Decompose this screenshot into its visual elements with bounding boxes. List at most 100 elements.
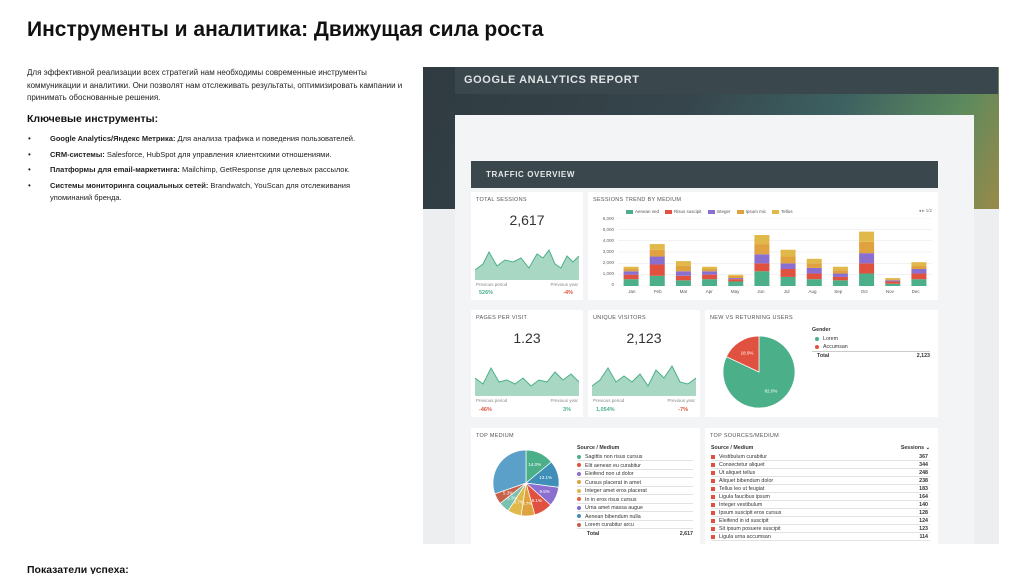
row-label: Eleifend non ut dolor: [585, 471, 634, 477]
table-row: Integer amet eros placerat: [577, 488, 693, 495]
total-value: 2,123: [916, 353, 930, 359]
bar-segment: [859, 241, 875, 254]
bar-segment: [885, 279, 901, 281]
bar-segment: [728, 278, 744, 280]
bar-segment: [885, 278, 901, 280]
prev-year-value: 3%: [563, 407, 571, 413]
pages-per-visit-card: PAGES PER VISIT 1.23 Previous period Pre…: [471, 310, 583, 417]
prev-period-label: Previous period: [593, 398, 625, 403]
bar-segment: [702, 279, 718, 286]
y-tick: 6,000: [602, 216, 614, 221]
row-color-marker: [711, 478, 715, 483]
table-row: Integer vestibulum 140: [711, 502, 930, 509]
row-label: Lorem curabitur arcu: [585, 522, 634, 528]
table-row: Eleifend in id suscipit 124: [711, 518, 930, 525]
row-color-marker: [711, 502, 715, 507]
report-header: GOOGLE ANALYTICS REPORT: [455, 67, 998, 94]
bar-segment: [728, 274, 744, 276]
tools-list: Google Analytics/Яндекс Метрика: Для ана…: [27, 133, 387, 207]
table-row: Lorem curabitur arcu: [577, 522, 693, 529]
sessions-sort-header[interactable]: Sessions ⌄: [900, 445, 930, 451]
row-color-dot: [577, 454, 581, 459]
bar-segment: [911, 269, 927, 274]
bar-segment: [649, 244, 665, 250]
pages-sparkline: [475, 366, 579, 396]
card-title: PAGES PER VISIT: [476, 315, 528, 321]
prev-year-value: -4%: [563, 290, 573, 296]
row-label: Consectetur aliquet: [719, 462, 765, 468]
table-row: Aliquet bibendum dolor 238: [711, 478, 930, 485]
bar-segment: [832, 280, 848, 286]
bar-segment: [623, 271, 639, 275]
legend-item: Accumsan: [815, 344, 848, 350]
intro-paragraph: Для эффективной реализации всех стратеги…: [27, 68, 403, 102]
bar-segment: [885, 280, 901, 282]
row-color-marker: [711, 494, 715, 499]
bar-segment: [675, 261, 691, 266]
bar-segment: [832, 273, 848, 277]
row-color-dot: [577, 497, 581, 502]
row-color-marker: [711, 510, 715, 515]
bar-segment: [780, 269, 796, 277]
unique-visitors-card: UNIQUE VISITORS 2,123 Previous period Pr…: [588, 310, 700, 417]
legend-item: Lorem: [815, 336, 838, 342]
pie-slice: [493, 450, 527, 495]
row-value: 140: [919, 502, 928, 508]
bar-segment: [623, 274, 639, 280]
trend-legend: Aenean sed Risus suscipit Integer Ipsum …: [626, 209, 793, 214]
bar-segment: [832, 266, 848, 271]
bar-segment: [806, 279, 822, 286]
row-value: 238: [919, 478, 928, 484]
pie-label: 9.1%: [532, 498, 542, 503]
bar-segment: [754, 263, 770, 272]
row-label: Aliquet bibendum dolor: [719, 478, 774, 484]
legend-item: Risus suscipit: [665, 209, 702, 214]
traffic-overview-bar: TRAFFIC OVERVIEW: [471, 161, 938, 188]
row-color-dot: [577, 480, 581, 485]
list-item: Платформы для email-маркетинга: Mailchim…: [27, 164, 387, 176]
prev-period-label: Previous period: [476, 398, 508, 403]
row-color-marker: [711, 526, 715, 531]
row-value: 367: [919, 454, 928, 460]
card-title: NEW VS RETURNING USERS: [710, 315, 793, 321]
sessions-trend-card: SESSIONS TREND BY MEDIUM Aenean sed Risu…: [588, 192, 938, 300]
row-color-dot: [577, 522, 581, 527]
bar-segment: [780, 256, 796, 264]
bar-segment: [780, 263, 796, 269]
row-color-marker: [711, 518, 715, 523]
row-label: Integer vestibulum: [719, 502, 763, 508]
bar-segment: [754, 271, 770, 286]
row-value: 164: [919, 494, 928, 500]
list-item: Системы мониторинга социальных сетей: Br…: [27, 180, 387, 204]
total-label: Total: [587, 531, 600, 537]
row-value: 248: [919, 470, 928, 476]
key-tools-heading: Ключевые инструменты:: [27, 113, 159, 125]
pie-label: 82.0%: [765, 388, 778, 393]
prev-period-label: Previous period: [476, 282, 508, 287]
table-row: Elit aenean eu curabitur: [577, 463, 693, 470]
pie-label: 14.0%: [528, 462, 541, 467]
bar-segment: [911, 262, 927, 266]
total-sessions-value: 2,617: [509, 212, 545, 228]
prev-year-label: Previous year: [550, 398, 578, 403]
bar-segment: [702, 269, 718, 272]
total-label: Total: [817, 353, 830, 359]
new-vs-returning-pie: 82.0% 18.0%: [723, 336, 796, 409]
source-medium-header: Source / Medium: [577, 445, 620, 451]
row-value: 114: [919, 534, 928, 540]
table-row: Aenean bibendum nulla: [577, 514, 693, 521]
pie-slice: [725, 336, 760, 373]
table-row: Cursus placerat in amet: [577, 480, 693, 487]
legend-pager[interactable]: ◂ ▸ 1/2: [918, 208, 932, 213]
bar-segment: [702, 266, 718, 269]
table-row: Tellus leo ut feugiat 183: [711, 486, 930, 493]
row-label: Ligula urna accumsan: [719, 534, 771, 540]
row-value: 344: [919, 462, 928, 468]
pie-label: 5.3%: [503, 490, 513, 495]
table-row: In in eros risus cursus: [577, 497, 693, 504]
prev-year-label: Previous year: [550, 282, 578, 287]
bar-segment: [623, 266, 639, 269]
row-color-dot: [577, 463, 581, 468]
gender-label: Gender: [812, 327, 831, 333]
bar-segment: [649, 256, 665, 265]
